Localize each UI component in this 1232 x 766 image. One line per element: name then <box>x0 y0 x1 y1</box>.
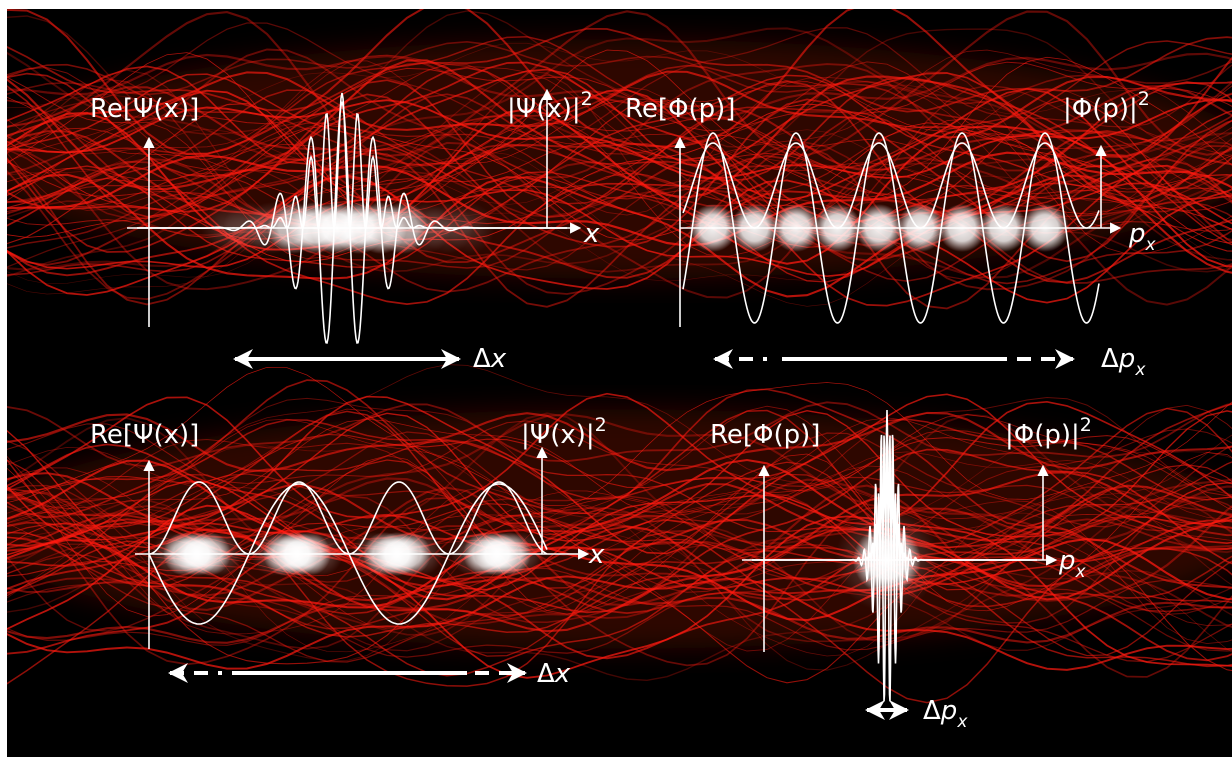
smoke-strand <box>7 52 1232 122</box>
smoke-strand <box>7 172 1232 235</box>
smoke-strand <box>7 567 1232 651</box>
bl-prob-label: |Ψ(x)|2 <box>521 414 607 450</box>
tr-spread-label: Δpx <box>1101 344 1146 380</box>
smoke-strand <box>7 176 1232 252</box>
tr-prob-label: |Φ(p)|2 <box>1063 88 1150 124</box>
smoke-strand <box>7 529 1232 630</box>
smoke-strand <box>7 366 1232 507</box>
tl-axis-label: x <box>583 219 600 249</box>
smoke-strand <box>7 160 1232 293</box>
smoke-strand <box>7 140 1232 220</box>
bl-real-label: Re[Ψ(x)] <box>90 420 199 450</box>
smoke-strand <box>7 155 1232 266</box>
tl-prob-label: |Ψ(x)|2 <box>507 88 593 124</box>
smoke-strand <box>7 473 1232 536</box>
smoke-strand <box>7 392 1232 526</box>
smoke-strand <box>7 397 1232 524</box>
smoke-strand <box>7 173 1232 298</box>
smoke-strand <box>7 443 1232 614</box>
smoke-strand <box>7 49 1232 198</box>
tl-spread-label: Δx <box>473 344 507 374</box>
smoke-strand <box>7 49 1232 160</box>
axes <box>127 88 1122 652</box>
tr-real-label: Re[Φ(p)] <box>625 94 735 124</box>
br-real-label: Re[Φ(p)] <box>710 420 820 450</box>
smoke-strand <box>7 151 1232 247</box>
smoke-strand <box>7 522 1232 684</box>
smoke-strand <box>7 113 1232 279</box>
smoke-strand <box>7 411 1232 473</box>
wave-packet-diagram: Re[Ψ(x)] |Ψ(x)|2 x Δx Re[Φ(p)] |Φ(p)|2 p… <box>7 9 1232 757</box>
smoke-strand <box>7 413 1232 537</box>
smoke-strand <box>7 66 1232 192</box>
smoke-strand <box>7 536 1232 663</box>
smoke-strand <box>7 79 1232 219</box>
smoke-strand <box>7 141 1232 306</box>
smoke-strand <box>7 431 1232 528</box>
smoke-strand <box>7 70 1232 139</box>
smoke-strand <box>7 514 1232 597</box>
smoke-strand <box>7 143 1232 285</box>
smoke-strand <box>7 542 1232 662</box>
smoke-strand <box>7 122 1232 190</box>
smoke-strand <box>7 497 1232 678</box>
smoke-strand <box>7 27 1232 113</box>
labels: Re[Ψ(x)] |Ψ(x)|2 x Δx Re[Φ(p)] |Φ(p)|2 p… <box>90 88 1157 732</box>
smoke-strand <box>7 484 1232 611</box>
smoke-strand <box>7 524 1232 602</box>
smoke-strand <box>7 379 1232 528</box>
smoke-strand <box>7 61 1232 132</box>
smoke-strand <box>7 482 1232 548</box>
tl-real-label: Re[Ψ(x)] <box>90 94 199 124</box>
smoke-strand <box>7 97 1232 245</box>
br-spread-label: Δpx <box>923 696 968 732</box>
smoke-strand <box>7 473 1232 657</box>
diagram-canvas: Re[Ψ(x)] |Ψ(x)|2 x Δx Re[Φ(p)] |Φ(p)|2 p… <box>7 9 1232 732</box>
bl-real-curve <box>148 483 548 625</box>
smoke-strand <box>7 513 1232 596</box>
tr-axis-label: px <box>1128 219 1157 255</box>
smoke-strand <box>7 108 1232 268</box>
smoke-strand <box>7 175 1232 284</box>
br-prob-label: |Φ(p)|2 <box>1005 414 1092 450</box>
smoke-strand <box>7 60 1232 220</box>
smoke-strand <box>7 59 1232 203</box>
smoke-strand <box>7 93 1232 213</box>
smoke-strand <box>7 93 1232 263</box>
smoke-strand <box>7 458 1232 601</box>
smoke-strand <box>7 10 1232 157</box>
spread-arrows <box>168 349 1075 720</box>
smoke-strand <box>7 417 1232 530</box>
smoke-strand <box>7 69 1232 229</box>
smoke-strand <box>7 41 1232 105</box>
smoke-strand <box>7 428 1232 593</box>
smoke-strand <box>7 575 1232 671</box>
smoke-strand <box>7 528 1232 638</box>
smoke-strand <box>7 36 1232 169</box>
smoke-strand <box>7 497 1232 643</box>
smoke-strand <box>7 553 1232 658</box>
br-axis-label: px <box>1058 546 1087 582</box>
smoke-strand <box>7 48 1232 179</box>
smoke-strand <box>7 404 1232 530</box>
smoke-strand <box>7 504 1232 679</box>
smoke-strand <box>7 128 1232 206</box>
smoke-strand <box>7 487 1232 652</box>
smoke-strand <box>7 174 1232 304</box>
tr-real-curve <box>682 132 1100 324</box>
smoke-strand <box>7 10 1232 149</box>
smoke-strand <box>7 145 1232 301</box>
smoke-strand <box>7 493 1232 632</box>
smoke-strand <box>7 142 1232 307</box>
smoke-strand <box>7 447 1232 557</box>
smoke-strand <box>7 412 1232 554</box>
smoke-strand <box>7 27 1232 161</box>
bl-axis-label: x <box>588 540 605 570</box>
smoke-strand <box>7 577 1232 644</box>
smoke-strand <box>7 22 1232 141</box>
smoke-strand <box>7 73 1232 191</box>
bl-spread-label: Δx <box>537 659 571 689</box>
smoke-strand <box>7 452 1232 617</box>
